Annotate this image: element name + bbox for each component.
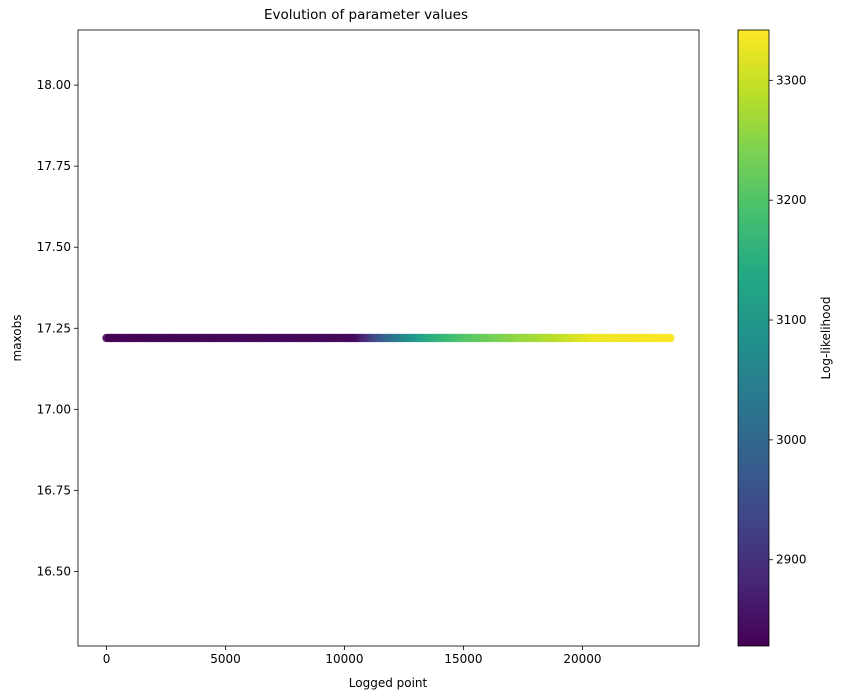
y-tick-label: 18.00	[37, 78, 71, 92]
x-tick-label: 10000	[325, 652, 363, 666]
x-tick-label: 15000	[444, 652, 482, 666]
y-tick-label: 17.00	[37, 402, 71, 416]
x-axis: 0 5000 10000 15000 20000	[103, 646, 602, 666]
x-axis-label: Logged point	[349, 676, 428, 690]
colorbar-tick-label: 3200	[776, 193, 807, 207]
y-tick-label: 16.75	[37, 483, 71, 497]
colorbar-tick-label: 3300	[776, 73, 807, 87]
scatter-points	[102, 333, 675, 343]
chart-title: Evolution of parameter values	[264, 7, 468, 23]
x-tick-label: 0	[103, 652, 111, 666]
y-axis-label: maxobs	[10, 315, 24, 362]
plot-area-frame	[77, 29, 700, 647]
colorbar-tick-label: 3100	[776, 313, 807, 327]
x-tick-label: 20000	[563, 652, 601, 666]
colorbar-tick-label: 3000	[776, 433, 807, 447]
y-tick-label: 16.50	[37, 564, 71, 578]
y-tick-label: 17.25	[37, 321, 71, 335]
y-tick-label: 17.50	[37, 240, 71, 254]
colorbar-axis: 2900 3000 3100 3200 3300	[769, 73, 807, 567]
y-axis: 16.50 16.75 17.00 17.25 17.50 17.75 18.00	[37, 78, 78, 578]
x-tick-label: 5000	[210, 652, 241, 666]
colorbar-tick-label: 2900	[776, 553, 807, 567]
colorbar	[737, 29, 770, 647]
colorbar-label: Log-likelihood	[819, 297, 833, 380]
y-tick-label: 17.75	[37, 159, 71, 173]
scatter-point	[666, 333, 675, 343]
